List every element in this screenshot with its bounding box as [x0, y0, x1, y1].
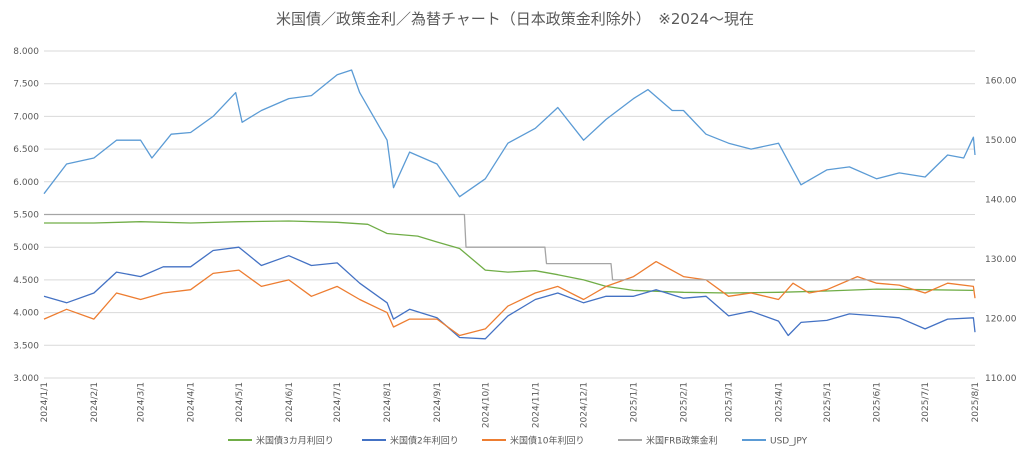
- x-axis-tick-label: 2025/7/1: [921, 382, 931, 422]
- legend-label-1: 米国債2年利回り: [390, 435, 459, 447]
- series-line-3: [44, 213, 975, 281]
- x-axis-tick-label: 2024/7/1: [333, 382, 343, 422]
- x-axis-ticks: 2024/1/1 2024/2/1 2024/3/1 2024/4/1 2024/5/1…: [40, 382, 981, 428]
- x-axis-tick-label: 2025/6/1: [873, 382, 883, 422]
- right-axis-tick-label: 160.00: [985, 77, 1017, 87]
- x-axis-tick-label: 2024/2/1: [90, 382, 100, 422]
- left-axis-ticks: 3.000 3.500 4.000 4.500 5.000 5.500 6.000 6.500…: [13, 47, 39, 384]
- left-axis-tick-label: 5.500: [13, 211, 39, 221]
- x-axis-tick-label: 2024/5/1: [235, 382, 245, 422]
- legend-label-4: USD_JPY: [770, 437, 808, 447]
- right-axis-tick-label: 150.00: [985, 136, 1017, 146]
- left-axis-tick-label: 3.000: [13, 374, 39, 384]
- series-line-4: [43, 69, 976, 198]
- x-axis-tick-label: 2024/4/1: [187, 382, 197, 422]
- x-axis-tick-label: 2024/3/1: [137, 382, 147, 422]
- right-axis-tick-label: 110.00: [985, 374, 1017, 384]
- right-axis-tick-label: 120.00: [985, 315, 1017, 325]
- legend-label-0: 米国債3カ月利回り: [256, 435, 334, 447]
- right-axis-tick-label: 130.00: [985, 255, 1017, 265]
- series-line-1: [43, 246, 976, 340]
- x-axis-tick-label: 2024/12/1: [580, 382, 590, 428]
- chart-title: 米国債／政策金利／為替チャート（日本政策金利除外） ※2024～現在: [276, 10, 754, 28]
- left-axis-tick-label: 5.000: [13, 243, 39, 253]
- x-axis-tick-label: 2025/2/1: [679, 382, 689, 422]
- x-axis-tick-label: 2024/10/1: [481, 382, 491, 428]
- series-lines: [43, 69, 976, 340]
- legend: 米国債3カ月利回り 米国債2年利回り 米国債10年利回り 米国FRB政策金利 USD_J…: [228, 435, 808, 447]
- series-line-0: [44, 220, 974, 294]
- right-axis-ticks: 110.00 120.00 130.00 140.00 150.00 160.00: [985, 77, 1017, 384]
- series-line-2: [43, 260, 976, 337]
- x-axis-tick-label: 2025/4/1: [774, 382, 784, 422]
- left-axis-tick-label: 6.500: [13, 145, 39, 155]
- x-axis-tick-label: 2025/1/1: [630, 382, 640, 422]
- legend-label-2: 米国債10年利回り: [510, 435, 584, 447]
- left-axis-tick-label: 7.000: [13, 112, 39, 122]
- x-axis-tick-label: 2024/11/1: [531, 382, 541, 428]
- x-axis-tick-label: 2025/5/1: [823, 382, 833, 422]
- legend-label-3: 米国FRB政策金利: [646, 435, 718, 447]
- x-axis-tick-label: 2024/6/1: [285, 382, 295, 422]
- right-axis-tick-label: 140.00: [985, 196, 1017, 206]
- x-axis-tick-label: 2025/8/1: [971, 382, 981, 422]
- left-axis-tick-label: 4.500: [13, 276, 39, 286]
- x-axis-tick-label: 2025/3/1: [725, 382, 735, 422]
- left-axis-tick-label: 8.000: [13, 47, 39, 57]
- left-axis-tick-label: 3.500: [13, 341, 39, 351]
- x-axis-tick-label: 2024/8/1: [383, 382, 393, 422]
- left-axis-tick-label: 7.500: [13, 80, 39, 90]
- left-axis-tick-label: 4.000: [13, 309, 39, 319]
- x-axis-tick-label: 2024/1/1: [40, 382, 50, 422]
- x-axis-tick-label: 2024/9/1: [433, 382, 443, 422]
- left-axis-tick-label: 6.000: [13, 178, 39, 188]
